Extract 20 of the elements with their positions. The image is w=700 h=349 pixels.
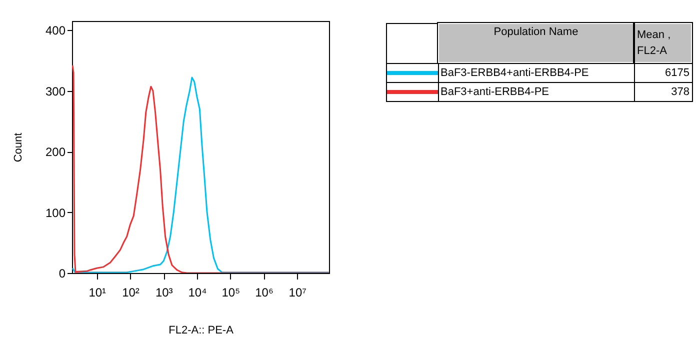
- x-tick-label: 10²: [122, 286, 140, 300]
- y-tick-label: 200: [45, 145, 66, 160]
- y-tick-label: 100: [45, 206, 66, 220]
- legend-label: BaF3+anti-ERBB4-PE: [438, 82, 634, 102]
- legend-label: BaF3-ERBB4+anti-ERBB4-PE: [438, 63, 634, 82]
- x-tick-label: 10³: [155, 286, 173, 300]
- y-tick-label: 300: [45, 84, 66, 98]
- text: Mean , FL2-A: [634, 23, 692, 63]
- x-tick-label: 10⁷: [288, 286, 306, 300]
- y-tick-label: 0: [58, 266, 66, 280]
- x-tick-label: 10¹: [88, 286, 106, 300]
- y-axis-title: Count: [12, 132, 24, 162]
- y-tick-label: 400: [45, 24, 66, 38]
- text: 6175: [634, 63, 692, 82]
- x-tick-label: 10⁶: [255, 286, 274, 300]
- legend-title: Population Name: [438, 23, 634, 63]
- x-tick-label: 10⁴: [188, 286, 207, 300]
- x-tick-label: 10⁵: [222, 286, 240, 300]
- x-axis-title: FL2-A:: PE-A: [168, 324, 234, 336]
- text: 378: [634, 82, 692, 102]
